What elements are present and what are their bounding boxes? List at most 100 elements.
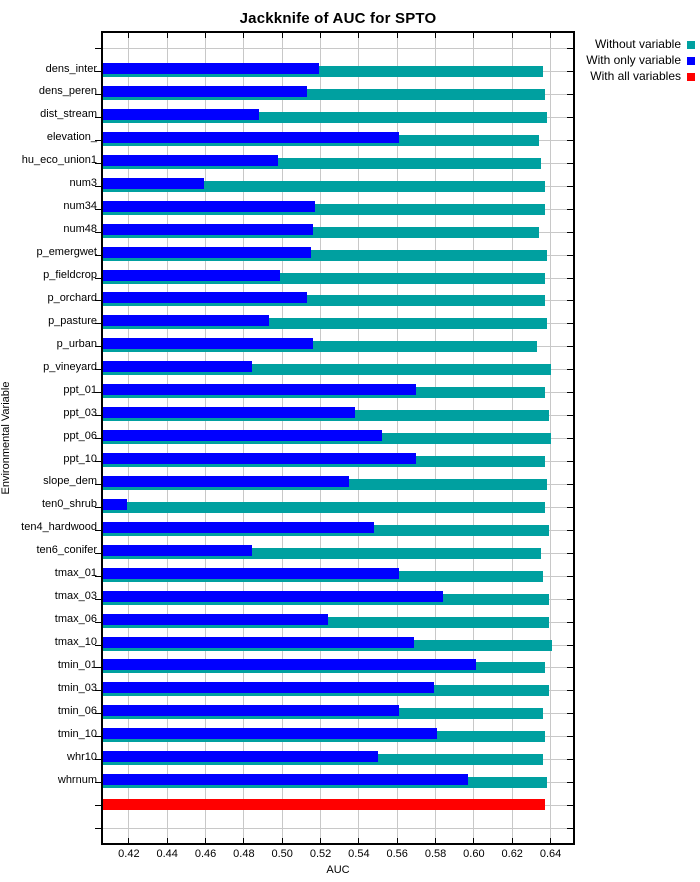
y-axis-tick <box>95 713 103 715</box>
y-axis-tick <box>95 369 103 371</box>
bar-without-variable-ten6_conifer <box>103 547 541 559</box>
y-axis-tick <box>567 71 573 73</box>
y-axis-tick <box>95 805 103 807</box>
category-label-p_emergwet: p_emergwet <box>36 246 97 259</box>
bar-with-only-variable-dist_stream <box>103 108 260 120</box>
y-axis-tick <box>95 552 103 554</box>
legend-item-without-variable: Without variable <box>586 37 695 52</box>
y-axis-tick <box>567 828 573 830</box>
y-axis-tick <box>567 392 573 394</box>
y-axis-tick <box>95 828 103 830</box>
bar-with-only-variable-ppt_10 <box>103 453 417 465</box>
x-axis-tick <box>243 33 245 38</box>
bar-with-only-variable-slope_dem <box>103 475 350 487</box>
teal-swatch-icon <box>687 40 695 49</box>
y-axis-tick <box>567 552 573 554</box>
y-axis-tick <box>95 415 103 417</box>
legend-item-with-all-variables: With all variables <box>586 69 695 84</box>
x-tick-label-0.42: 0.42 <box>118 848 140 860</box>
x-tick-label-0.60: 0.60 <box>463 848 485 860</box>
x-axis-tick <box>320 838 322 843</box>
x-axis-tick <box>166 33 168 38</box>
category-label-tmin_03: tmin_03 <box>57 681 97 694</box>
y-axis-tick <box>95 575 103 577</box>
y-axis-tick <box>95 461 103 463</box>
y-axis-tick <box>567 93 573 95</box>
y-axis-tick <box>95 644 103 646</box>
y-axis-tick <box>95 277 103 279</box>
y-axis-tick <box>567 323 573 325</box>
y-axis-tick <box>95 71 103 73</box>
blue-swatch-icon <box>687 56 695 65</box>
x-axis-tick <box>511 33 513 38</box>
bar-with-only-variable-num3 <box>103 177 204 189</box>
bar-without-variable-p_urban <box>103 341 538 353</box>
category-label-num3: num3 <box>69 177 97 190</box>
x-tick-label-0.54: 0.54 <box>348 848 370 860</box>
category-label-tmax_03: tmax_03 <box>54 590 97 603</box>
x-tick-label-0.64: 0.64 <box>539 848 562 860</box>
y-axis-tick <box>95 162 103 164</box>
y-axis-tick <box>567 162 573 164</box>
bar-with-only-variable-whr10 <box>103 751 379 763</box>
y-axis-tick <box>567 185 573 187</box>
bar-without-variable-p_fieldcrop <box>103 272 545 284</box>
category-label-tmin_06: tmin_06 <box>57 704 97 717</box>
y-axis-tick <box>95 506 103 508</box>
red-swatch-icon <box>687 72 695 81</box>
y-axis-tick <box>567 346 573 348</box>
legend-label: Without variable <box>594 37 681 51</box>
y-axis-tick <box>95 116 103 118</box>
x-axis-tick <box>435 838 437 843</box>
x-axis-tick <box>205 838 207 843</box>
x-axis-tick <box>166 838 168 843</box>
category-label-ppt_03: ppt_03 <box>63 406 97 419</box>
bar-with-only-variable-ppt_03 <box>103 407 356 419</box>
y-axis-tick <box>567 644 573 646</box>
bar-with-only-variable-tmin_01 <box>103 659 476 671</box>
bar-with-only-variable-dens_inter <box>103 63 319 75</box>
y-axis-tick <box>95 300 103 302</box>
bar-without-variable-p_orchard <box>103 295 545 307</box>
category-label-ppt_10: ppt_10 <box>63 452 97 465</box>
y-axis-tick <box>567 805 573 807</box>
x-axis-tick <box>358 838 360 843</box>
y-axis-tick <box>567 415 573 417</box>
x-axis-tick <box>473 838 475 843</box>
y-axis-tick <box>95 529 103 531</box>
category-label-num34: num34 <box>63 200 97 213</box>
y-axis-tick <box>567 759 573 761</box>
y-axis-tick <box>567 506 573 508</box>
y-axis-tick <box>567 575 573 577</box>
y-axis-tick <box>95 690 103 692</box>
y-axis-tick <box>567 48 573 50</box>
bar-with-only-variable-whrnum <box>103 774 469 786</box>
horizontal-gridline <box>103 48 573 50</box>
bar-with-only-variable-p_emergwet <box>103 246 311 258</box>
x-tick-label-0.46: 0.46 <box>194 848 217 860</box>
x-axis-tick <box>205 33 207 38</box>
y-axis-tick <box>95 254 103 256</box>
y-axis-tick <box>95 93 103 95</box>
category-label-whrnum: whrnum <box>57 773 97 786</box>
bar-with-only-variable-p_pasture <box>103 315 269 327</box>
bar-with-only-variable-p_vineyard <box>103 361 252 373</box>
y-axis-title: Environmental Variable <box>0 381 12 495</box>
x-axis-tick <box>550 838 552 843</box>
y-axis-tick <box>95 483 103 485</box>
chart-title: Jackknife of AUC for SPTO <box>239 10 437 27</box>
y-axis-tick <box>567 116 573 118</box>
y-axis-tick <box>95 139 103 141</box>
y-axis-tick <box>567 277 573 279</box>
y-axis-tick <box>95 323 103 325</box>
x-axis-tick <box>511 838 513 843</box>
x-axis-tick <box>550 33 552 38</box>
y-axis-tick <box>567 598 573 600</box>
y-axis-tick <box>95 759 103 761</box>
bar-with-only-variable-p_orchard <box>103 292 308 304</box>
bar-with-only-variable-ten4_hardwood <box>103 521 375 533</box>
category-label-slope_dem: slope_dem <box>43 475 97 488</box>
category-label-p_urban: p_urban <box>56 337 97 350</box>
category-label-p_pasture: p_pasture <box>48 314 97 327</box>
